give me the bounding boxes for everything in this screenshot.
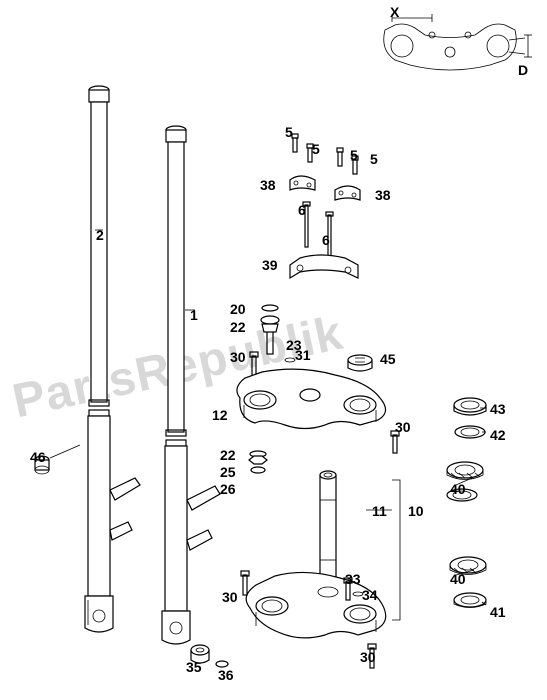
diagram-svg [0, 0, 547, 700]
callout-6-6: 6 [298, 203, 306, 217]
callout-5-3: 5 [370, 152, 378, 166]
part-6-bolts [303, 202, 333, 257]
parts-diagram: PartsRepublik [0, 0, 547, 700]
callout-40-28: 40 [450, 572, 466, 586]
callout-31-15: 31 [295, 348, 311, 362]
callout-6-7: 6 [322, 233, 330, 247]
callout-22-12: 22 [230, 320, 246, 334]
part-45 [348, 355, 372, 371]
inset-top-view [384, 14, 532, 70]
part-22-25-26 [249, 451, 267, 473]
callout-12-17: 12 [212, 408, 228, 422]
callout-22-19: 22 [220, 448, 236, 462]
callout-5-0: 5 [285, 125, 293, 139]
callout-38-5: 38 [375, 188, 391, 202]
callout-25-20: 25 [220, 465, 236, 479]
callout-2-8: 2 [96, 228, 104, 242]
callout-40-25: 40 [450, 482, 466, 496]
part-5-bolts [292, 134, 358, 174]
part-39-lower-clamp [290, 255, 358, 278]
callout-30-18: 30 [395, 420, 411, 434]
callout-46-24: 46 [30, 450, 46, 464]
callout-38-4: 38 [260, 178, 276, 192]
callout-35-34: 35 [186, 660, 202, 674]
part-30-lower-left [241, 571, 249, 595]
callout-42-23: 42 [490, 428, 506, 442]
callout-10-27: 10 [408, 504, 424, 518]
callout-45-16: 45 [380, 352, 396, 366]
part-10-11-lower-clamp [246, 471, 386, 638]
dim-d: D [518, 62, 528, 78]
callout-34-32: 34 [362, 588, 378, 602]
part-2-fork-left [85, 86, 140, 632]
callout-39-9: 39 [262, 258, 278, 272]
callout-43-22: 43 [490, 402, 506, 416]
part-1-fork-right [162, 126, 220, 644]
callout-36-35: 36 [218, 668, 234, 682]
callout-5-2: 5 [350, 148, 358, 162]
callout-41-29: 41 [490, 605, 506, 619]
callout-30-30: 30 [222, 590, 238, 604]
callout-30-33: 30 [360, 650, 376, 664]
callout-11-26: 11 [372, 504, 387, 518]
part-20-22-23 [261, 305, 279, 354]
dim-x: X [390, 4, 399, 20]
part-12-upper-triple-clamp [237, 369, 386, 428]
callout-20-11: 20 [230, 302, 246, 316]
callout-1-10: 1 [190, 308, 198, 322]
callout-5-1: 5 [312, 142, 320, 156]
part-38-clamps [290, 176, 360, 200]
callout-26-21: 26 [220, 482, 236, 496]
callout-33-31: 33 [345, 572, 361, 586]
callout-30-14: 30 [230, 350, 246, 364]
